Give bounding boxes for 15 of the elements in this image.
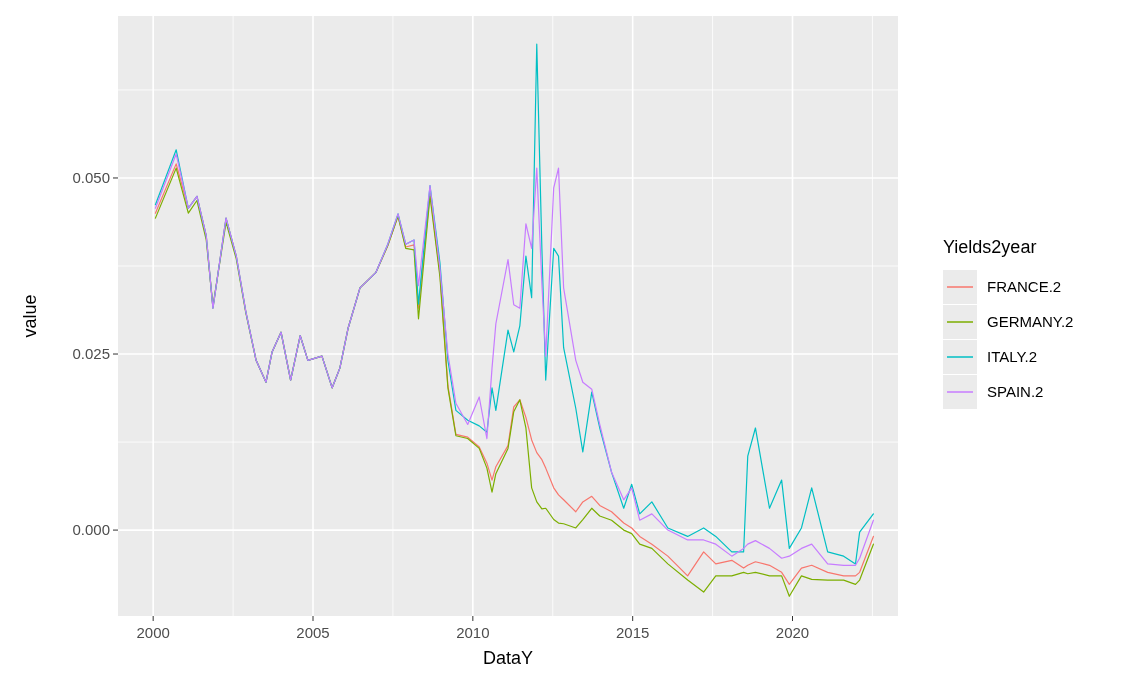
y-tick-label: 0.000 [72, 521, 110, 539]
x-tick-label: 2000 [136, 624, 170, 641]
y-axis-title: value [20, 294, 40, 338]
x-axis-title: DataY [482, 648, 534, 668]
x-tick-label: 2020 [775, 624, 810, 641]
x-tick-label: 2010 [456, 624, 490, 641]
x-tick-label: 2005 [296, 624, 330, 641]
legend-label: SPAIN.2 [987, 383, 1044, 401]
legend-title: Yields2year [943, 237, 1037, 257]
legend-label: GERMANY.2 [987, 313, 1074, 331]
y-tick-label: 0.050 [72, 169, 110, 187]
legend-label: FRANCE.2 [987, 278, 1062, 296]
x-tick-label: 2015 [615, 624, 650, 641]
y-tick-label: 0.025 [72, 345, 110, 363]
legend-label: ITALY.2 [987, 348, 1038, 366]
